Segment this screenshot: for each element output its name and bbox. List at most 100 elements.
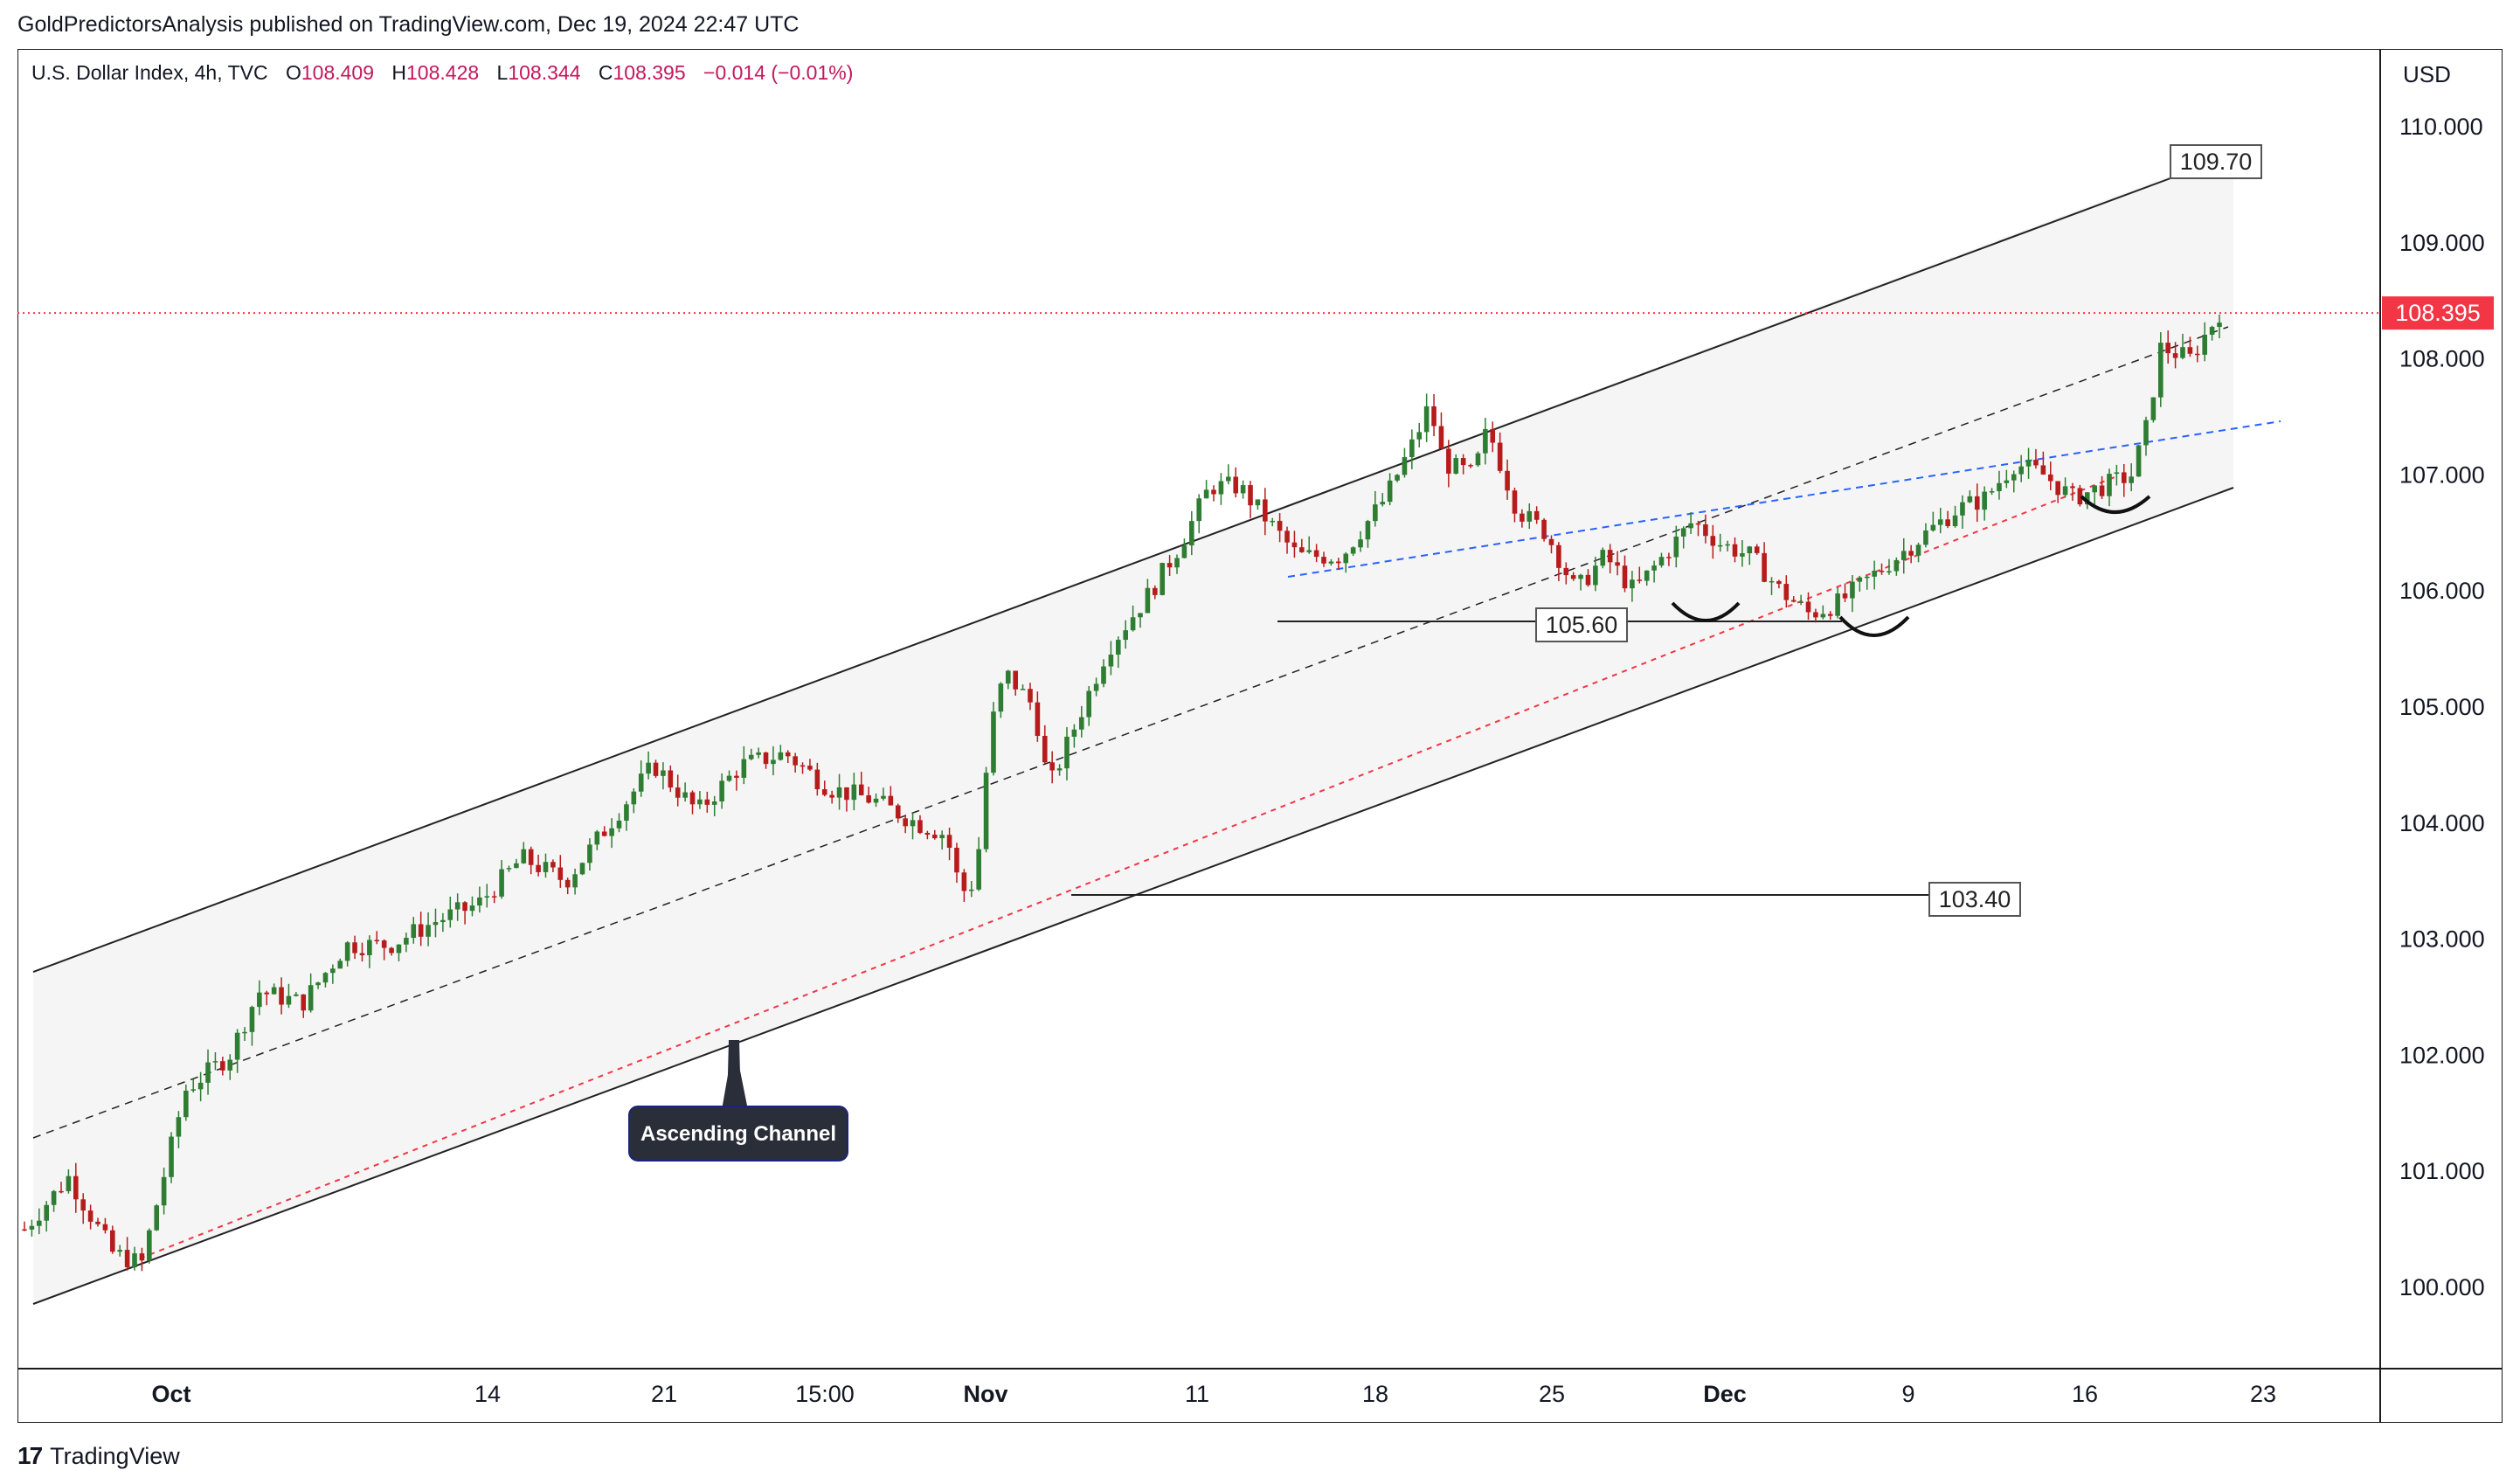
- candle-body: [1167, 563, 1173, 568]
- price-label-103-40: 103.40: [1928, 882, 2021, 917]
- candle-body: [1211, 489, 1216, 495]
- candle-body: [1049, 762, 1055, 771]
- candle-body: [1306, 550, 1312, 552]
- candle-body: [1570, 575, 1576, 579]
- candle-body: [931, 834, 938, 839]
- candle-body: [536, 864, 541, 872]
- candle-body: [807, 766, 813, 770]
- candle-body: [352, 942, 357, 954]
- candle-body: [903, 818, 908, 827]
- candle-body: [1226, 476, 1231, 482]
- candle-body: [1423, 406, 1430, 433]
- candle-body: [976, 849, 981, 890]
- candle-body: [1240, 485, 1246, 494]
- candle-body: [1189, 521, 1194, 546]
- candle-body: [2136, 445, 2142, 477]
- candle-body: [1248, 485, 1253, 506]
- candle-body: [1115, 640, 1121, 655]
- x-tick-label: 16: [2072, 1381, 2098, 1407]
- candle-body: [1263, 499, 1268, 522]
- candle-body: [1578, 574, 1583, 579]
- tradingview-logo-icon: 17: [17, 1442, 43, 1469]
- candle-body: [2107, 474, 2112, 496]
- svg-text:109.70: 109.70: [2180, 149, 2253, 175]
- candle-body: [1520, 513, 1525, 522]
- x-tick-label: 18: [1362, 1381, 1388, 1407]
- candle-body: [1153, 587, 1158, 595]
- chart-frame[interactable]: [17, 49, 2503, 1423]
- candle-body: [1255, 499, 1261, 506]
- candle-body: [491, 896, 497, 898]
- candle-body: [2187, 347, 2193, 354]
- candle-body: [521, 849, 527, 863]
- candle-body: [1527, 510, 1533, 522]
- candle-body: [1453, 458, 1459, 474]
- candle-body: [117, 1250, 123, 1252]
- candle-body: [374, 940, 380, 942]
- candle-body: [1313, 550, 1319, 558]
- candle-body: [80, 1199, 87, 1211]
- candle-body: [756, 752, 761, 755]
- candle-body: [1747, 546, 1753, 554]
- candle-body: [1680, 528, 1686, 537]
- y-tick-label: 110.000: [2399, 114, 2483, 140]
- rounded-bottom-marker: [2080, 495, 2151, 514]
- candle-body: [1967, 496, 1973, 503]
- low-value: 108.344: [508, 61, 581, 84]
- candle-body: [433, 922, 439, 926]
- candle-body: [2025, 460, 2032, 467]
- candle-body: [381, 940, 387, 948]
- candle-body: [73, 1175, 79, 1200]
- candle-body: [594, 831, 600, 845]
- candle-body: [1607, 550, 1613, 563]
- candle-body: [359, 953, 365, 955]
- candle-body: [1101, 666, 1106, 684]
- candle-body: [2070, 486, 2075, 489]
- candle-body: [499, 869, 504, 897]
- candle-body: [748, 754, 754, 759]
- ohlc-legend: U.S. Dollar Index, 4h, TVC O108.409 H108…: [31, 61, 853, 85]
- y-tick-label: 108.000: [2399, 346, 2485, 372]
- candle-body: [1328, 561, 1334, 564]
- candle-body: [1908, 551, 1914, 556]
- candle-body: [1233, 476, 1239, 494]
- candle-body: [866, 794, 871, 803]
- y-tick-label: 104.000: [2399, 810, 2485, 836]
- candle-body: [2165, 343, 2170, 354]
- candle-body: [587, 844, 592, 863]
- candle-body: [844, 787, 849, 801]
- candle-body: [2084, 492, 2090, 505]
- candle-body: [1218, 481, 1224, 495]
- candle-body: [1358, 539, 1363, 548]
- candle-body: [557, 867, 564, 880]
- candle-body: [484, 896, 490, 898]
- currency-button[interactable]: USD: [2403, 61, 2451, 87]
- candle-body: [939, 835, 945, 839]
- candle-body: [814, 769, 820, 790]
- open-value: 108.409: [301, 61, 374, 84]
- candle-body: [154, 1205, 160, 1231]
- candle-body: [95, 1221, 100, 1224]
- candle-body: [1042, 736, 1048, 763]
- x-tick-label: 21: [651, 1381, 677, 1407]
- candle-body: [711, 801, 717, 805]
- blue-dashed-trendline: [1287, 420, 2281, 578]
- candle-body: [1997, 482, 2002, 492]
- candle-body: [1174, 558, 1180, 568]
- candle-body: [1078, 717, 1084, 730]
- x-tick-label: 25: [1539, 1381, 1565, 1407]
- candle-body: [1028, 689, 1033, 703]
- candle-body: [308, 985, 314, 1011]
- candle-body: [550, 862, 556, 868]
- candle-body: [1850, 581, 1855, 599]
- candle-body: [1952, 515, 1958, 526]
- candle-body: [1827, 614, 1833, 616]
- candle-body: [1695, 523, 1701, 525]
- candle-body: [2004, 480, 2010, 483]
- candle-body: [1483, 428, 1488, 454]
- candle-body: [968, 889, 974, 891]
- candle-body: [1630, 579, 1635, 589]
- candle-body: [1945, 519, 1950, 526]
- candle-body: [161, 1176, 167, 1206]
